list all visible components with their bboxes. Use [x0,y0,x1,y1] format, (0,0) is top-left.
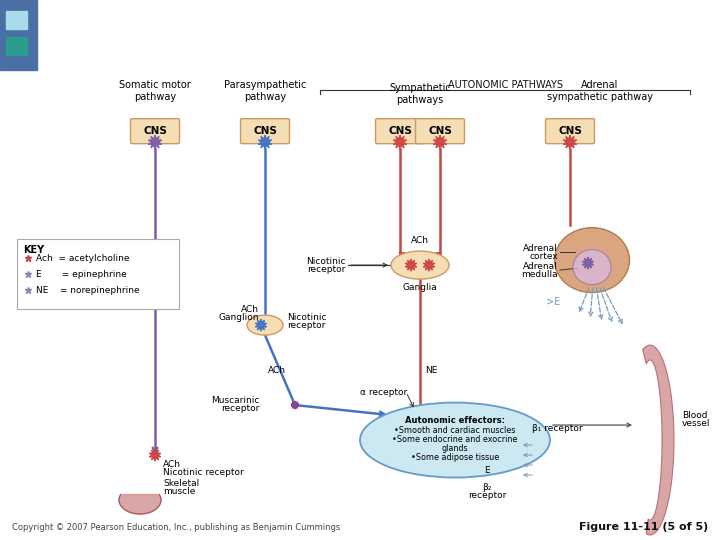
Text: medulla: medulla [521,269,558,279]
Text: ACh: ACh [163,460,181,469]
Polygon shape [149,449,161,461]
Polygon shape [433,135,446,149]
Text: receptor: receptor [287,321,325,329]
Text: β₁ receptor: β₁ receptor [532,423,582,433]
Text: glands: glands [441,444,468,453]
Ellipse shape [554,228,629,293]
Bar [0,0,37,70]
FancyBboxPatch shape [240,119,289,144]
Text: Muscarinic: Muscarinic [212,396,260,404]
Text: •Some endocrine and exocrine: •Some endocrine and exocrine [392,435,518,444]
Text: ACh: ACh [268,366,286,375]
Polygon shape [642,345,674,535]
Polygon shape [256,319,266,331]
FancyBboxPatch shape [546,119,595,144]
Text: Parasympathetic
pathway: Parasympathetic pathway [224,80,306,102]
Text: Adrenal: Adrenal [523,261,558,271]
Text: Adrenal: Adrenal [523,244,558,253]
Text: Ganglia: Ganglia [402,283,437,292]
Text: cortex: cortex [529,252,558,261]
Text: ACh: ACh [241,305,259,314]
Text: Autonomic effectors:: Autonomic effectors: [405,416,505,425]
Text: CNS: CNS [388,126,412,136]
Ellipse shape [247,315,283,335]
Polygon shape [258,135,271,149]
Text: NE: NE [425,366,437,375]
Polygon shape [563,135,577,149]
Text: receptor: receptor [468,491,506,500]
Text: KEY: KEY [23,245,44,255]
Text: Sympathetic
pathways: Sympathetic pathways [389,83,451,105]
Text: Blood: Blood [682,410,708,420]
Text: Somatic motor
pathway: Somatic motor pathway [119,80,191,102]
Text: ACh: ACh [411,236,429,245]
Text: CNS: CNS [558,126,582,136]
Polygon shape [291,401,299,409]
Bar [6,37,27,55]
Text: β₂: β₂ [482,483,492,492]
Polygon shape [148,135,162,149]
Polygon shape [119,495,161,514]
Text: muscle: muscle [163,487,195,496]
Text: Figure 11-11 (5 of 5): Figure 11-11 (5 of 5) [579,522,708,532]
Text: CNS: CNS [253,126,277,136]
Text: Ganglion: Ganglion [218,313,259,322]
FancyBboxPatch shape [17,239,179,309]
Text: Adrenal
sympathetic pathway: Adrenal sympathetic pathway [547,80,653,102]
Text: receptor: receptor [222,403,260,413]
Text: CNS: CNS [143,126,167,136]
Text: Nicotinic receptor: Nicotinic receptor [163,468,244,477]
Text: Nicotinic: Nicotinic [307,256,346,266]
Text: receptor: receptor [307,265,346,274]
Ellipse shape [360,402,550,477]
Text: •Smooth and cardiac muscles: •Smooth and cardiac muscles [395,426,516,435]
FancyBboxPatch shape [415,119,464,144]
Text: Skeletal: Skeletal [163,479,199,488]
Text: Ach  = acetylcholine: Ach = acetylcholine [36,254,130,262]
Ellipse shape [573,249,611,285]
Polygon shape [423,259,435,271]
Text: CNS: CNS [428,126,452,136]
Text: Copyright © 2007 Pearson Education, Inc., publishing as Benjamin Cummings: Copyright © 2007 Pearson Education, Inc.… [12,523,341,532]
Text: Nicotinic: Nicotinic [287,313,326,322]
Text: E       = epinephrine: E = epinephrine [36,269,127,279]
Text: •Some adipose tissue: •Some adipose tissue [411,453,499,462]
Text: AUTONOMIC PATHWAYS: AUTONOMIC PATHWAYS [448,80,562,90]
Text: E: E [484,465,490,475]
Text: Review of Efferent Pathways: Review of Efferent Pathways [47,26,496,55]
Polygon shape [393,135,407,149]
FancyBboxPatch shape [376,119,425,144]
Text: α receptor: α receptor [360,388,408,396]
Polygon shape [405,259,417,271]
Text: >E: >E [546,297,560,307]
Bar [6,11,27,30]
FancyBboxPatch shape [130,119,179,144]
Text: NE    = norepinephrine: NE = norepinephrine [36,286,140,295]
Polygon shape [582,257,594,269]
Ellipse shape [391,251,449,279]
Text: vessel: vessel [682,418,711,428]
